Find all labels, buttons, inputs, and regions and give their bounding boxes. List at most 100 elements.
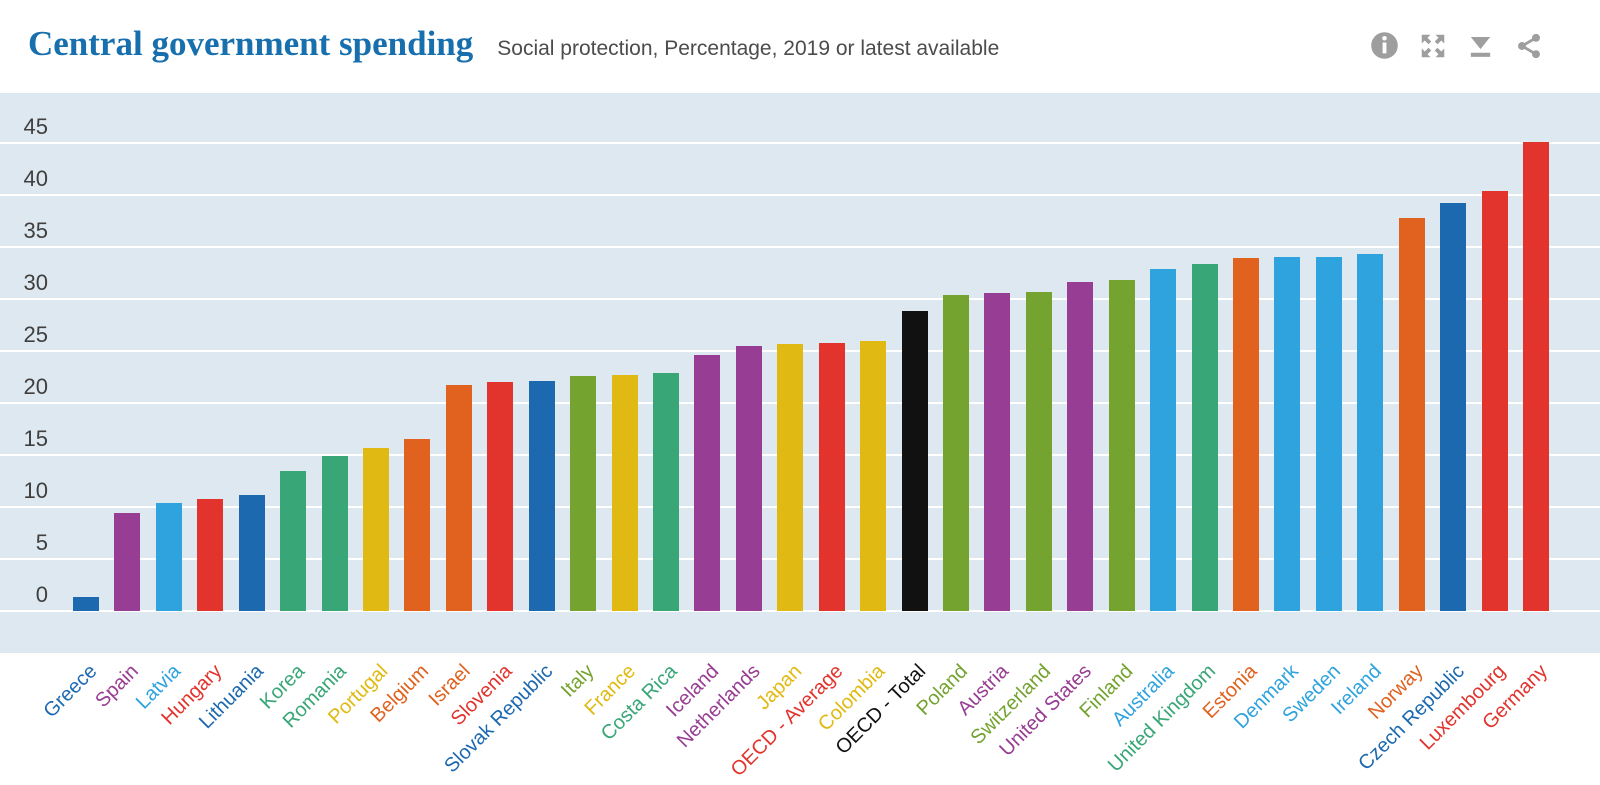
gridline-35 [0,246,1600,248]
x-label-portugal: Portugal [323,660,392,729]
bar-italy[interactable] [570,375,597,611]
fullscreen-button[interactable] [1417,30,1448,61]
title-row: Central government spending Social prote… [28,24,999,64]
y-tick-label-35: 35 [23,218,48,243]
bar-belgium[interactable] [404,439,431,611]
bar-oecd-total[interactable] [901,311,928,611]
bar-sweden[interactable] [1315,257,1342,611]
gridline-45 [0,142,1600,144]
x-label-netherlands: Netherlands [672,660,765,753]
bar-portugal[interactable] [363,447,389,611]
x-label-oecd-total: OECD - Total [831,660,931,759]
bar-france[interactable] [611,374,638,611]
x-label-finland: Finland [1075,660,1138,723]
x-label-slovenia: Slovenia [446,660,517,731]
bar-slovak-republic[interactable] [528,381,555,611]
x-label-austria: Austria [953,660,1014,720]
x-label-greece: Greece [39,660,102,723]
y-tick-label-45: 45 [23,114,48,139]
x-label-poland: Poland [912,660,972,720]
x-label-germany: Germany [1478,660,1552,734]
plot-area: 0 5 10 15 20 25 30 35 40 45 [0,93,1600,653]
bar-germany[interactable] [1523,141,1550,611]
info-icon [1370,31,1399,60]
y-tick-label-40: 40 [23,166,48,191]
x-label-costa-rica: Costa Rica [597,660,682,745]
x-label-spain: Spain [91,660,144,712]
bar-romania[interactable] [321,456,348,611]
x-label-colombia: Colombia [813,660,889,736]
chart-subtitle: Social protection, Percentage, 2019 or l… [497,37,1000,60]
x-label-ireland: Ireland [1327,660,1387,720]
bar-greece[interactable] [73,597,99,611]
x-label-united-kingdom: United Kingdom [1104,660,1221,777]
x-label-switzerland: Switzerland [966,660,1055,749]
fullscreen-icon [1418,31,1448,61]
x-label-united-states: United States [995,660,1097,761]
y-tick-label-20: 20 [23,374,48,399]
bar-japan[interactable] [777,343,804,611]
bar-slovenia[interactable] [487,382,514,611]
x-label-belgium: Belgium [366,660,434,727]
bar-latvia[interactable] [155,502,182,611]
x-label-norway: Norway [1364,660,1428,724]
bar-netherlands[interactable] [735,345,762,611]
x-label-denmark: Denmark [1230,660,1304,734]
x-label-hungary: Hungary [157,660,227,730]
chart-title: Central government spending [28,24,474,63]
bar-united-kingdom[interactable] [1191,263,1218,611]
gridline-40 [0,194,1600,196]
bar-iceland[interactable] [694,355,721,611]
bar-hungary[interactable] [197,498,224,611]
info-button[interactable] [1369,30,1400,61]
bar-spain[interactable] [114,513,141,611]
y-tick-label-10: 10 [23,478,48,503]
share-button[interactable] [1513,30,1544,61]
x-label-oecd-average: OECD - Average [726,660,848,781]
toolbar [1369,30,1544,61]
bar-denmark[interactable] [1274,257,1301,611]
bar-norway[interactable] [1398,217,1425,611]
bar-australia[interactable] [1150,268,1177,611]
y-tick-label-0: 0 [35,582,48,607]
download-button[interactable] [1465,30,1496,61]
download-icon [1466,31,1495,60]
gridline-0 [0,610,1600,612]
bar-israel[interactable] [445,385,472,611]
x-label-israel: Israel [424,660,475,711]
y-tick-label-15: 15 [23,426,48,451]
x-label-romania: Romania [278,660,351,733]
gridline-30 [0,298,1600,300]
bar-costa-rica[interactable] [653,372,680,611]
x-label-slovak-republic: Slovak Republic [440,660,558,778]
x-label-korea: Korea [255,660,309,714]
bar-united-states[interactable] [1067,282,1094,611]
x-label-estonia: Estonia [1199,660,1262,723]
x-label-lithuania: Lithuania [194,660,268,734]
x-label-australia: Australia [1108,660,1179,731]
x-label-latvia: Latvia [131,660,185,714]
x-label-japan: Japan [751,660,807,715]
bar-austria[interactable] [984,292,1011,611]
bar-czech-republic[interactable] [1440,203,1467,611]
bar-poland[interactable] [943,294,970,611]
x-label-sweden: Sweden [1278,660,1345,727]
bar-estonia[interactable] [1233,258,1260,611]
bar-ireland[interactable] [1357,254,1384,611]
x-label-czech-republic: Czech Republic [1354,660,1469,775]
x-label-france: France [580,660,641,720]
bar-switzerland[interactable] [1025,291,1052,611]
y-tick-label-25: 25 [23,322,48,347]
bar-finland[interactable] [1108,280,1135,611]
share-icon [1515,32,1543,60]
x-label-luxembourg: Luxembourg [1416,660,1511,755]
chart-header: Central government spending Social prote… [0,0,1600,93]
bar-korea[interactable] [280,470,307,611]
x-label-iceland: Iceland [662,660,724,722]
x-label-italy: Italy [557,660,599,702]
y-tick-label-5: 5 [35,530,48,555]
bar-oecd-average[interactable] [818,342,845,611]
bar-lithuania[interactable] [238,494,265,611]
bar-luxembourg[interactable] [1481,190,1508,611]
bar-colombia[interactable] [860,340,887,611]
